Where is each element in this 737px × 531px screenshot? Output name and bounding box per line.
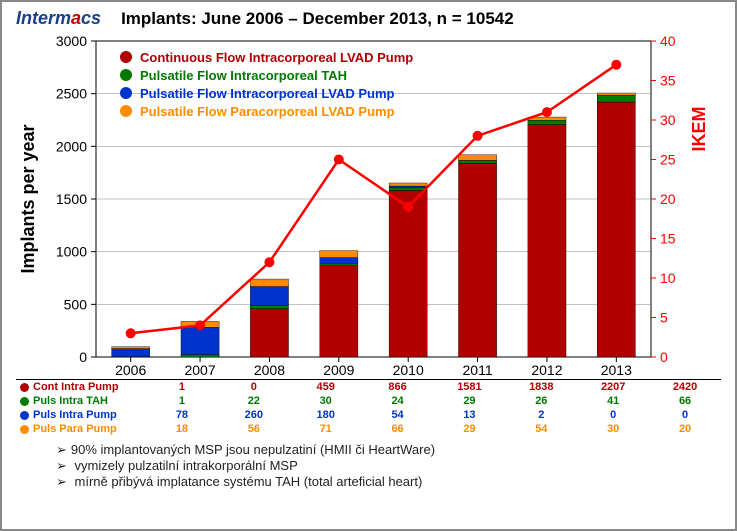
svg-text:5: 5 bbox=[660, 310, 668, 326]
table-cell: 66 bbox=[649, 394, 721, 408]
svg-text:2009: 2009 bbox=[323, 362, 354, 378]
table-cell: 18 bbox=[146, 422, 218, 436]
svg-text:Pulsatile Flow Intracorporeal: Pulsatile Flow Intracorporeal LVAD Pump bbox=[140, 86, 395, 101]
table-cell: 180 bbox=[290, 408, 362, 422]
svg-text:1000: 1000 bbox=[56, 244, 87, 260]
table-cell: 260 bbox=[218, 408, 290, 422]
table-row: Puls Para Pump1856716629543020 bbox=[16, 422, 721, 436]
table-cell: 30 bbox=[290, 394, 362, 408]
row-label: Puls Intra Pump bbox=[16, 408, 146, 422]
svg-text:10: 10 bbox=[660, 270, 676, 286]
svg-text:2007: 2007 bbox=[184, 362, 215, 378]
series-marker bbox=[20, 397, 29, 406]
svg-text:2012: 2012 bbox=[531, 362, 562, 378]
table-cell: 54 bbox=[362, 408, 434, 422]
row-label: Cont Intra Pump bbox=[16, 380, 146, 395]
svg-text:30: 30 bbox=[660, 112, 676, 128]
series-marker bbox=[20, 383, 29, 392]
svg-text:2008: 2008 bbox=[254, 362, 285, 378]
svg-text:2013: 2013 bbox=[601, 362, 632, 378]
data-table: Cont Intra Pump104598661581183822072420P… bbox=[16, 379, 721, 436]
svg-text:2006: 2006 bbox=[115, 362, 146, 378]
table-cell: 1581 bbox=[434, 380, 506, 395]
table-cell: 56 bbox=[218, 422, 290, 436]
svg-text:Pulsatile Flow Paracorporeal L: Pulsatile Flow Paracorporeal LVAD Pump bbox=[140, 104, 395, 119]
svg-text:Implants per year: Implants per year bbox=[18, 124, 38, 273]
table-row: Puls Intra Pump782601805413200 bbox=[16, 408, 721, 422]
chart-title: Implants: June 2006 – December 2013, n =… bbox=[121, 9, 514, 29]
svg-text:15: 15 bbox=[660, 231, 676, 247]
table-cell: 24 bbox=[362, 394, 434, 408]
table-row: Puls Intra TAH122302429264166 bbox=[16, 394, 721, 408]
table-cell: 0 bbox=[649, 408, 721, 422]
svg-text:25: 25 bbox=[660, 152, 676, 168]
svg-text:0: 0 bbox=[660, 349, 668, 365]
table-cell: 459 bbox=[290, 380, 362, 395]
logo: Intermacs bbox=[16, 8, 101, 29]
chart: 0 500 1000 1500 2000 2500 3000 0 5 10 15 20 25 30 35 40… bbox=[16, 29, 721, 379]
logo-post: cs bbox=[81, 8, 101, 28]
svg-text:2010: 2010 bbox=[393, 362, 424, 378]
table-cell: 22 bbox=[218, 394, 290, 408]
svg-text:2011: 2011 bbox=[463, 362, 493, 378]
table-cell: 2 bbox=[505, 408, 577, 422]
svg-text:Pulsatile Flow Intracorporeal: Pulsatile Flow Intracorporeal TAH bbox=[140, 68, 347, 83]
table-cell: 2420 bbox=[649, 380, 721, 395]
svg-text:2500: 2500 bbox=[56, 86, 87, 102]
table-row: Cont Intra Pump104598661581183822072420 bbox=[16, 380, 721, 395]
svg-text:IKEM: IKEM bbox=[689, 107, 709, 152]
table-cell: 1 bbox=[146, 380, 218, 395]
table-cell: 41 bbox=[577, 394, 649, 408]
table-cell: 78 bbox=[146, 408, 218, 422]
table-cell: 29 bbox=[434, 394, 506, 408]
chart-svg: 0 500 1000 1500 2000 2500 3000 0 5 10 15 20 25 30 35 40… bbox=[16, 29, 721, 379]
table-cell: 1 bbox=[146, 394, 218, 408]
svg-text:2000: 2000 bbox=[56, 138, 87, 154]
footnotes: 90% implantovaných MSP jsou nepulzatiní … bbox=[16, 442, 721, 490]
table-cell: 66 bbox=[362, 422, 434, 436]
table-cell: 0 bbox=[218, 380, 290, 395]
table-cell: 71 bbox=[290, 422, 362, 436]
chart-frame: Intermacs Implants: June 2006 – December… bbox=[0, 0, 737, 531]
table-cell: 866 bbox=[362, 380, 434, 395]
table-cell: 0 bbox=[577, 408, 649, 422]
footnote-item: vymizely pulzatilní intrakorporální MSP bbox=[56, 458, 721, 474]
table-cell: 20 bbox=[649, 422, 721, 436]
table-cell: 30 bbox=[577, 422, 649, 436]
table-cell: 2207 bbox=[577, 380, 649, 395]
footnote-item: 90% implantovaných MSP jsou nepulzatiní … bbox=[56, 442, 721, 458]
table-cell: 1838 bbox=[505, 380, 577, 395]
svg-text:0: 0 bbox=[79, 349, 87, 365]
logo-pre: Interm bbox=[16, 8, 71, 28]
table-cell: 29 bbox=[434, 422, 506, 436]
table-cell: 13 bbox=[434, 408, 506, 422]
svg-text:35: 35 bbox=[660, 73, 676, 89]
series-marker bbox=[20, 425, 29, 434]
table-cell: 54 bbox=[505, 422, 577, 436]
svg-text:3000: 3000 bbox=[56, 33, 87, 49]
header: Intermacs Implants: June 2006 – December… bbox=[16, 8, 721, 29]
svg-text:500: 500 bbox=[64, 296, 88, 312]
table-cell: 26 bbox=[505, 394, 577, 408]
svg-text:40: 40 bbox=[660, 33, 676, 49]
series-marker bbox=[20, 411, 29, 420]
svg-text:20: 20 bbox=[660, 191, 676, 207]
footnote-item: mírně přibývá implatance systému TAH (to… bbox=[56, 474, 721, 490]
svg-text:1500: 1500 bbox=[56, 191, 87, 207]
svg-text:Continuous Flow Intracorporeal: Continuous Flow Intracorporeal LVAD Pump bbox=[140, 50, 413, 65]
logo-o: a bbox=[71, 8, 81, 28]
row-label: Puls Intra TAH bbox=[16, 394, 146, 408]
row-label: Puls Para Pump bbox=[16, 422, 146, 436]
